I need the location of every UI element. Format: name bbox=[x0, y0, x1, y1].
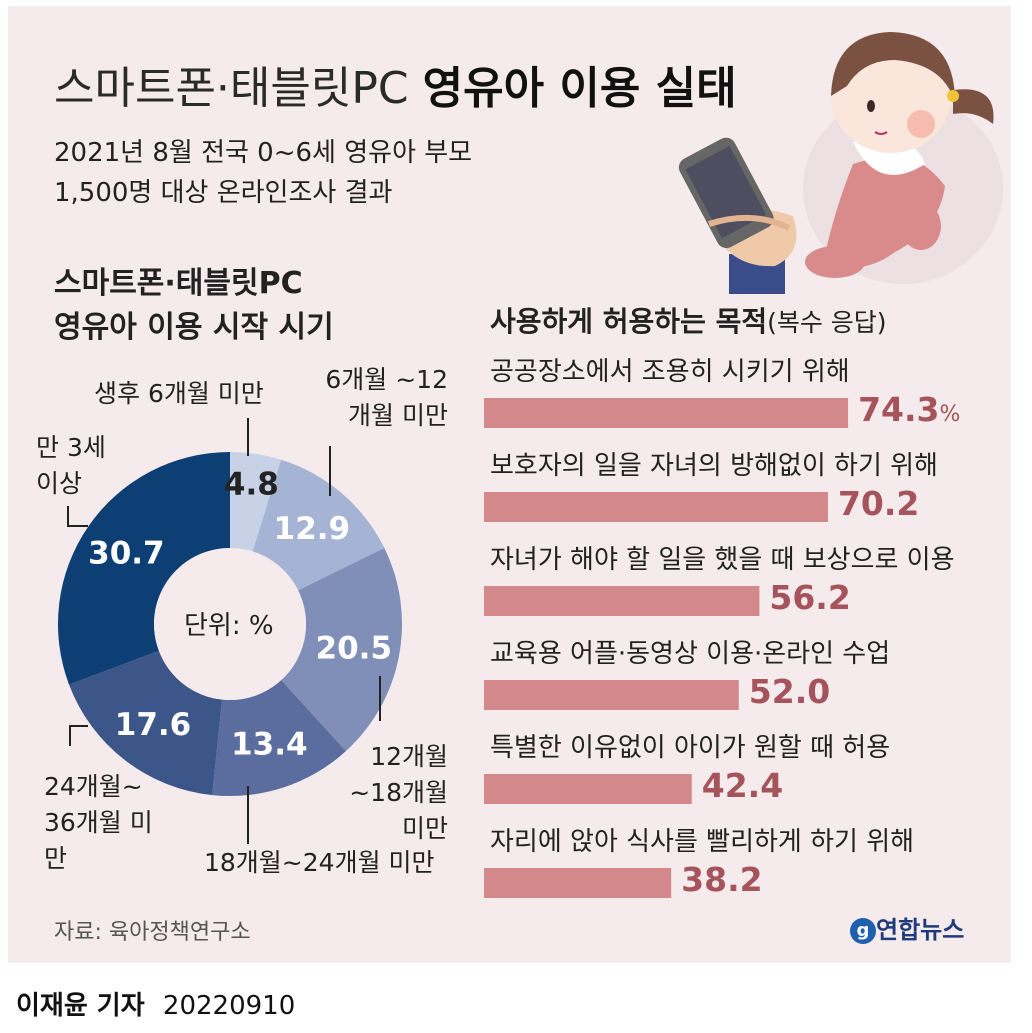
leader-line bbox=[69, 725, 88, 746]
bar bbox=[484, 868, 672, 898]
title-light: 스마트폰·태블릿PC bbox=[54, 63, 409, 114]
baby-holding-smartphone-illustration bbox=[678, 32, 1003, 294]
credit-line: 이재윤 기자 20220910 bbox=[16, 985, 295, 1022]
percent-sign: % bbox=[939, 402, 961, 427]
bar bbox=[484, 492, 828, 522]
subtitle-line-1: 2021년 8월 전국 0~6세 영유아 부모 bbox=[54, 138, 473, 168]
page-title: 스마트폰·태블릿PC 영유아 이용 실태 bbox=[54, 52, 737, 116]
donut-value-label: 4.8 bbox=[224, 467, 279, 503]
bar-value-label: 70.2 bbox=[837, 484, 920, 523]
bar-section-title: 사용하게 허용하는 목적(복수 응답) bbox=[490, 300, 887, 340]
donut-slice bbox=[69, 650, 223, 796]
bar-chart bbox=[484, 398, 849, 898]
donut-slice bbox=[230, 452, 282, 552]
donut-slice bbox=[212, 680, 346, 796]
bar-title-note: (복수 응답) bbox=[767, 308, 887, 337]
pie-title-line-1: 스마트폰·태블릿PC bbox=[54, 266, 303, 301]
bar-label-public-places: 공공장소에서 조용히 시키기 위해 bbox=[490, 357, 850, 387]
bar-label-no-reason: 특별한 이유없이 아이가 원할 때 허용 bbox=[490, 733, 891, 763]
bar bbox=[484, 586, 760, 616]
donut-value-label: 20.5 bbox=[316, 630, 393, 666]
leader-line bbox=[67, 506, 88, 527]
subtitle-line-2: 1,500명 대상 온라인조사 결과 bbox=[54, 178, 393, 208]
pie-label-24-36m: 24개월~ 36개월 미만 bbox=[44, 772, 153, 873]
bar-value-label: 56.2 bbox=[769, 578, 851, 617]
infographic-card: 스마트폰·태블릿PC 영유아 이용 실태 2021년 8월 전국 0~6세 영유… bbox=[8, 6, 1011, 963]
bar-value-label: 42.4 bbox=[701, 766, 784, 805]
bar bbox=[484, 774, 692, 804]
yonhap-logo-icon: g bbox=[850, 918, 876, 944]
publish-date: 20220910 bbox=[162, 991, 296, 1021]
bar bbox=[484, 398, 849, 428]
donut-value-label: 13.4 bbox=[231, 727, 308, 763]
title-bold: 영유아 이용 실태 bbox=[422, 63, 737, 114]
donut-chart: 4.8 12.9 20.5 13.4 17.6 30.7 bbox=[57, 418, 402, 844]
bar-title-main: 사용하게 허용하는 목적 bbox=[490, 305, 768, 338]
bar-label-reward: 자녀가 해야 할 일을 했을 때 보상으로 이용 bbox=[490, 545, 955, 575]
donut-center-label: 단위: % bbox=[184, 611, 274, 641]
bar-label-guardian-work: 보호자의 일을 자녀의 방해없이 하기 위해 bbox=[490, 451, 938, 481]
bar bbox=[484, 680, 739, 710]
bar-value-label: 38.2 bbox=[681, 860, 763, 899]
donut-slice bbox=[252, 459, 385, 591]
pie-label-under-6m: 생후 6개월 미만 bbox=[94, 379, 264, 408]
reporter-name: 이재윤 기자 bbox=[16, 991, 145, 1021]
pie-label-12-18m: 12개월 ~18개월 미만 bbox=[349, 742, 448, 843]
bar-value-label: 52.0 bbox=[748, 672, 831, 711]
bar-value-label: 74.3% bbox=[858, 390, 961, 429]
bar-label-education: 교육용 어플·동영상 이용·온라인 수업 bbox=[490, 639, 891, 669]
brand-logo: g 연합뉴스 bbox=[850, 910, 964, 945]
bar-label-eat-quickly: 자리에 앉아 식사를 빨리하게 하기 위해 bbox=[490, 827, 915, 857]
donut-slice bbox=[57, 452, 230, 685]
donut-hole bbox=[154, 548, 306, 700]
pie-label-18-24m: 18개월~24개월 미만 bbox=[204, 848, 435, 877]
brand-name: 연합뉴스 bbox=[876, 916, 965, 944]
pie-label-over-3y: 만 3세 이상 bbox=[36, 433, 106, 498]
donut-value-label: 12.9 bbox=[274, 511, 351, 547]
donut-value-label: 30.7 bbox=[88, 535, 165, 571]
donut-slice bbox=[281, 548, 402, 752]
pie-label-6-12m: 6개월 ~12개월 미만 bbox=[325, 365, 448, 430]
source-note: 자료: 육아정책연구소 bbox=[54, 920, 251, 945]
donut-value-label: 17.6 bbox=[115, 707, 192, 743]
pie-title-line-2: 영유아 이용 시작 시기 bbox=[54, 310, 334, 345]
